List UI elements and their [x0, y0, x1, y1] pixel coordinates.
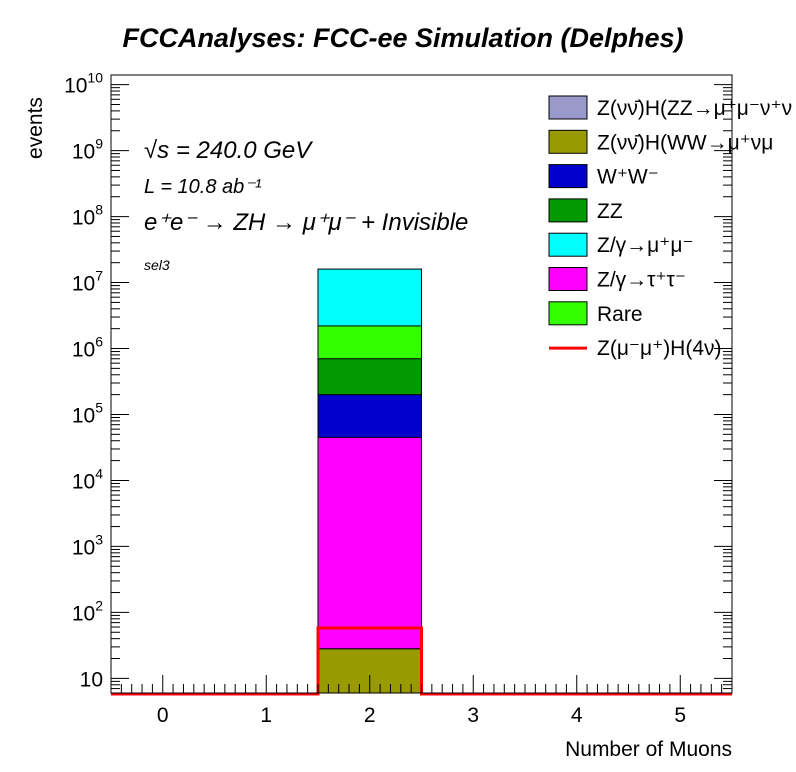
x-tick-label-4: 4: [571, 704, 583, 727]
stack-bars: [317, 268, 422, 694]
x-tick-label-5: 5: [674, 704, 686, 727]
legend-label-6: Rare: [597, 303, 643, 326]
signal-line: [111, 626, 732, 696]
legend-swatch-3: [548, 198, 588, 223]
legend-swatch-1: [548, 129, 588, 154]
legend-swatch-0: [548, 95, 588, 120]
signal-histogram: [111, 626, 732, 696]
x-tick-label-0: 0: [157, 704, 169, 727]
y-tick-label: 103: [72, 531, 103, 559]
x-axis: 0 1 2 3 4 5: [110, 675, 733, 727]
chart-title: FCCAnalyses: FCC-ee Simulation (Delphes): [122, 23, 683, 53]
selection-annotation: sel3: [144, 257, 170, 273]
y-tick-label: 109: [72, 136, 103, 164]
y-axis: 10 102 103 104 105 106 107 108 109 1010: [64, 70, 732, 694]
annotations: √s = 240.0 GeV L = 10.8 ab⁻¹ e⁺e⁻ → ZH →…: [144, 137, 468, 273]
y-axis-label: events: [24, 97, 47, 159]
x-tick-label-1: 1: [260, 704, 272, 727]
legend-label-4: Z/γ→μ⁺μ⁻: [597, 234, 694, 257]
y-tick-label: 107: [72, 268, 103, 296]
legend-label-2: W⁺W⁻: [597, 166, 659, 189]
process-annotation: e⁺e⁻ → ZH → μ⁺μ⁻ + Invisible: [144, 209, 468, 236]
legend-swatch-5: [548, 267, 588, 291]
sqrt-s-annotation: √s = 240.0 GeV: [144, 137, 313, 164]
legend-label-7: Z(μ⁻μ⁺)H(4ν): [597, 337, 722, 360]
legend-swatch-4: [548, 232, 588, 257]
x-tick-label-3: 3: [467, 704, 479, 727]
legend-label-0: Z(νν̄)H(ZZ→μ⁺μ⁻ν⁺ν: [597, 97, 792, 120]
y-tick-label: 108: [72, 202, 103, 230]
x-tick-label-2: 2: [364, 704, 376, 727]
legend-swatch-2: [548, 164, 588, 189]
y-tick-label: 105: [72, 399, 103, 427]
legend-label-5: Z/γ→τ⁺τ⁻: [597, 269, 686, 292]
luminosity-annotation: L = 10.8 ab⁻¹: [144, 176, 262, 198]
y-tick-label: 106: [72, 334, 103, 362]
y-tick-label: 1010: [64, 70, 103, 98]
x-axis-label: Number of Muons: [565, 738, 732, 761]
y-tick-label: 10: [80, 668, 103, 691]
legend-label-3: ZZ: [597, 200, 623, 223]
legend-label-1: Z(νν̄)H(WW→μ⁺νμ: [597, 131, 773, 154]
legend: Z(νν̄)H(ZZ→μ⁺μ⁻ν⁺ν Z(νν̄)H(WW→μ⁺νμ W⁺W⁻ ZZ Z…: [548, 95, 792, 360]
legend-swatch-6: [548, 301, 588, 326]
y-tick-label: 102: [72, 597, 103, 625]
y-tick-label: 104: [72, 465, 103, 493]
